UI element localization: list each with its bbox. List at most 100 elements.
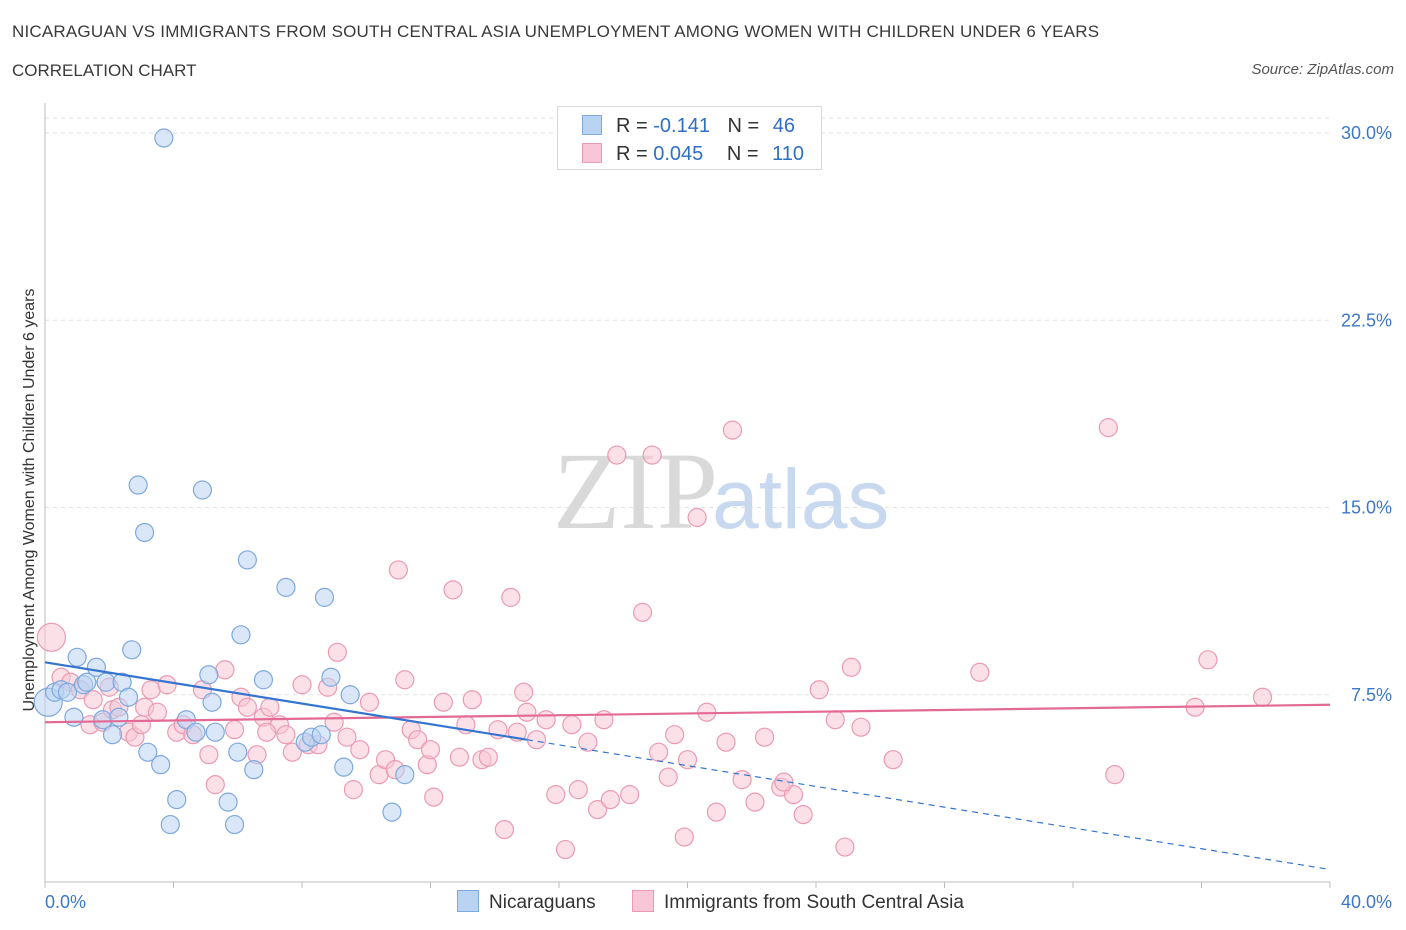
legend-swatch-pink — [632, 890, 654, 912]
immigrants-point — [665, 725, 685, 745]
watermark-zip: ZIP — [553, 430, 718, 552]
nicaraguans-point — [340, 685, 360, 705]
legend-n-value: 46 — [772, 115, 796, 137]
immigrants-point — [970, 662, 990, 682]
immigrants-point — [607, 445, 627, 465]
legend-item-immigrants: Immigrants from South Central Asia — [632, 890, 964, 914]
grid-lines — [45, 117, 1330, 696]
immigrants-point — [517, 702, 537, 722]
immigrants-point — [327, 642, 347, 662]
immigrants-point — [449, 747, 470, 767]
immigrants-point — [1105, 765, 1125, 785]
immigrants-point — [658, 767, 678, 787]
y-tick-label: 15.0% — [1341, 498, 1392, 518]
nicaraguans-point — [122, 640, 142, 660]
nicaraguans-point — [77, 672, 97, 692]
legend-swatch-blue — [582, 115, 602, 135]
immigrants-point — [793, 804, 813, 825]
y-tick-label: 7.5% — [1351, 685, 1392, 705]
immigrants-point — [462, 690, 482, 710]
immigrants-point — [131, 715, 151, 735]
axes — [44, 103, 1331, 888]
immigrants-trend-line — [44, 703, 1331, 724]
immigrants-point — [1198, 650, 1218, 670]
source-credit: Source: ZipAtlas.com — [1251, 61, 1394, 78]
legend-r-value: -0.141 — [653, 115, 710, 137]
nicaraguans-point — [231, 625, 251, 645]
nicaraguans-point — [154, 128, 174, 148]
watermark-atlas: atlas — [712, 452, 889, 546]
immigrants-point — [809, 680, 829, 700]
nicaraguans-point — [167, 790, 187, 810]
immigrants-point — [205, 775, 225, 795]
nicaraguans-point — [199, 665, 219, 685]
legend-row-nicaraguans: R = -0.141 N = 46 — [582, 115, 795, 139]
immigrants-point — [1252, 687, 1273, 707]
immigrants-point — [141, 680, 161, 700]
legend-r-label: R = — [616, 115, 648, 137]
legend-item-nicaraguans: Nicaraguans — [457, 890, 596, 914]
immigrants-point — [395, 670, 415, 690]
nicaraguans-point — [160, 814, 180, 835]
tick-labels: 7.5% 15.0% 22.5% 30.0% 0.0% 40.0% — [45, 123, 1392, 912]
immigrants-point — [237, 697, 257, 717]
nicaraguans-trend-line — [44, 661, 528, 741]
legend-label: Immigrants from South Central Asia — [664, 892, 964, 913]
nicaraguans-point — [395, 765, 415, 785]
immigrants-point — [648, 742, 669, 762]
immigrants-point — [841, 657, 861, 677]
immigrants-point — [514, 682, 534, 702]
immigrants-point — [494, 819, 514, 840]
immigrants-point — [578, 732, 598, 752]
nicaraguans-point — [109, 707, 129, 727]
immigrants-point — [883, 750, 903, 770]
immigrants-point — [620, 785, 640, 805]
immigrants-point — [343, 780, 363, 800]
immigrants-point — [501, 587, 521, 607]
nicaraguans-point — [138, 742, 158, 762]
nicaraguans-point — [314, 587, 335, 607]
nicaraguans-point — [186, 722, 206, 742]
immigrants-point — [722, 420, 743, 440]
immigrants-point — [851, 717, 871, 737]
legend-n-value: 110 — [772, 143, 805, 165]
nicaraguans-point — [276, 577, 296, 597]
legend-r-value: 0.045 — [653, 143, 704, 165]
chart-title: NICARAGUAN VS IMMIGRANTS FROM SOUTH CENT… — [12, 22, 1100, 41]
nicaraguans-point — [128, 475, 148, 495]
nicaraguans-point — [382, 802, 402, 822]
legend-n-label: N = — [727, 115, 760, 137]
correlation-legend: R = -0.141 N = 46 R = 0.045 N = 110 — [557, 106, 822, 170]
immigrants-point — [157, 675, 177, 695]
immigrants-point — [754, 727, 775, 747]
legend-swatch-pink — [582, 143, 602, 163]
nicaraguans-point — [202, 692, 222, 712]
immigrants-point — [388, 560, 408, 580]
nicaraguans-point — [224, 814, 245, 835]
y-tick-label: 22.5% — [1341, 310, 1392, 330]
immigrants-point — [443, 580, 463, 600]
nicaraguans-point — [244, 760, 264, 780]
nicaraguans-point — [96, 672, 116, 692]
nicaraguans-point — [311, 725, 331, 745]
nicaraguans-point — [118, 687, 139, 707]
immigrants-point — [536, 710, 556, 730]
immigrants-point — [674, 827, 694, 847]
watermark: ZIP atlas — [553, 430, 889, 552]
nicaraguans-point — [57, 682, 78, 702]
immigrants-point — [260, 697, 280, 717]
immigrants-point — [600, 790, 621, 810]
immigrants-point — [642, 445, 662, 465]
immigrants-point — [420, 740, 441, 760]
immigrants-point — [350, 740, 370, 760]
legend-swatch-blue — [457, 890, 479, 912]
immigrants-point — [546, 785, 566, 805]
immigrants-point — [594, 710, 614, 730]
immigrants-point — [282, 742, 302, 762]
immigrants-point — [677, 750, 698, 770]
nicaraguans-point — [192, 480, 213, 500]
immigrants-point — [292, 675, 312, 695]
legend-row-immigrants: R = 0.045 N = 110 — [582, 143, 804, 167]
nicaraguans-point — [237, 550, 257, 570]
immigrants-point — [408, 730, 428, 750]
